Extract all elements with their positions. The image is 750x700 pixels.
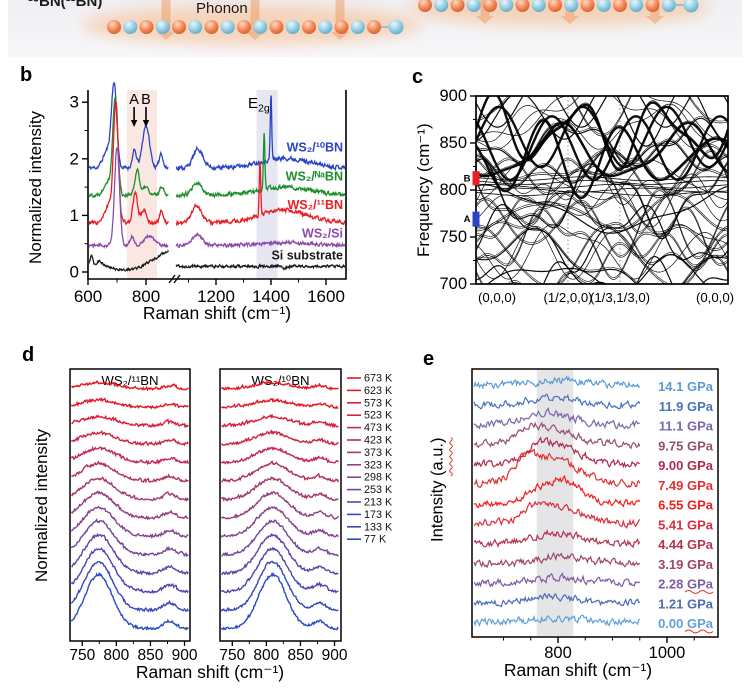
svg-text:1400: 1400 — [252, 287, 290, 306]
panel-b-plot: 0 1 2 3 600 800 1200 1400 1600 WS₂/¹⁰BN WS₂/ᴺᵃBN WS… — [70, 82, 347, 306]
svg-text:298 K: 298 K — [364, 472, 393, 484]
svg-text:750: 750 — [439, 228, 467, 246]
svg-text:B: B — [141, 92, 151, 108]
svg-text:(1/2,0,0): (1/2,0,0) — [543, 290, 592, 305]
svg-text:1600: 1600 — [307, 287, 345, 306]
svg-text:11.1 GPa: 11.1 GPa — [659, 419, 714, 434]
svg-text:77 K: 77 K — [364, 534, 387, 546]
svg-text:6.55 GPa: 6.55 GPa — [658, 498, 714, 513]
svg-text:800: 800 — [103, 647, 129, 664]
svg-text:(0,0,0): (0,0,0) — [696, 290, 734, 305]
svg-text:1200: 1200 — [197, 287, 235, 306]
svg-text:WS₂/¹¹BN: WS₂/¹¹BN — [287, 198, 343, 212]
svg-text:1000: 1000 — [649, 644, 686, 662]
svg-text:WS₂/¹¹BN: WS₂/¹¹BN — [101, 373, 158, 388]
svg-text:373 K: 373 K — [364, 447, 393, 459]
svg-text:7.49 GPa: 7.49 GPa — [658, 478, 714, 493]
svg-text:WS₂/Si: WS₂/Si — [302, 227, 343, 241]
svg-text:(1/3,1/3,0): (1/3,1/3,0) — [590, 290, 650, 305]
svg-text:173 K: 173 K — [364, 509, 393, 521]
svg-text:3.19 GPa: 3.19 GPa — [658, 557, 714, 572]
svg-text:Si substrate: Si substrate — [271, 249, 343, 263]
svg-text:473 K: 473 K — [364, 422, 393, 434]
e-x-axis-label: Raman shift (cm⁻¹) — [503, 660, 653, 680]
svg-text:WS₂/¹⁰BN: WS₂/¹⁰BN — [251, 373, 309, 388]
svg-text:9.75 GPa: 9.75 GPa — [658, 438, 714, 453]
svg-text:1: 1 — [70, 206, 79, 225]
svg-text:A: A — [464, 214, 471, 225]
svg-text:5.41 GPa: 5.41 GPa — [658, 517, 714, 532]
svg-text:900: 900 — [439, 87, 467, 105]
svg-text:E2g: E2g — [248, 95, 270, 115]
svg-text:700: 700 — [439, 275, 467, 293]
svg-text:800: 800 — [544, 644, 572, 662]
svg-text:A: A — [129, 92, 139, 108]
svg-text:133 K: 133 K — [364, 521, 393, 533]
svg-text:323 K: 323 K — [364, 459, 393, 471]
svg-text:WS₂/ᴺᵃBN: WS₂/ᴺᵃBN — [286, 169, 343, 183]
d-x-axis-label: Raman shift (cm⁻¹) — [135, 662, 285, 682]
panel-a-schematic — [8, 0, 742, 57]
svg-text:1.21 GPa: 1.21 GPa — [658, 596, 714, 611]
panel-letter-d: d — [22, 344, 35, 366]
svg-text:14.1 GPa: 14.1 GPa — [658, 379, 714, 394]
svg-text:600: 600 — [74, 287, 102, 306]
svg-text:800: 800 — [439, 181, 467, 199]
svg-text:900: 900 — [322, 647, 348, 664]
svg-text:9.00 GPa: 9.00 GPa — [658, 458, 714, 473]
phonon-label: Phonon — [196, 0, 248, 17]
svg-text:213 K: 213 K — [364, 497, 393, 509]
svg-text:423 K: 423 K — [364, 435, 393, 447]
svg-text:(0,0,0): (0,0,0) — [478, 290, 516, 305]
svg-text:253 K: 253 K — [364, 484, 393, 496]
panel-c-plot: 700 750 800 850 900 (0,0,0) (1/2,0,0)(1/3,1/3,… — [439, 87, 734, 305]
b-x-axis-label: Raman shift (cm⁻¹) — [142, 303, 292, 323]
svg-text:0: 0 — [70, 263, 79, 282]
svg-text:2.28 GPa: 2.28 GPa — [658, 577, 714, 592]
svg-text:2: 2 — [70, 149, 79, 168]
panel-d-plot: 750 800 850 900 WS₂/¹¹BN 750 800 850 900 WS₂/¹⁰BN… — [69, 368, 393, 664]
svg-text:WS₂/¹⁰BN: WS₂/¹⁰BN — [287, 140, 343, 154]
panel-letter-b: b — [20, 64, 33, 86]
svg-text:800: 800 — [132, 287, 160, 306]
svg-text:B: B — [464, 173, 471, 184]
svg-text:750: 750 — [219, 647, 245, 664]
svg-text:4.44 GPa: 4.44 GPa — [658, 537, 714, 552]
svg-text:573 K: 573 K — [364, 397, 393, 409]
svg-text:523 K: 523 K — [364, 410, 393, 422]
svg-text:850: 850 — [439, 134, 467, 152]
svg-text:3: 3 — [70, 93, 79, 112]
svg-text:750: 750 — [69, 647, 95, 664]
panel-e-plot: 800 1000 14.1 GPa 11.9 GPa 11.1 GPa 9.75 GPa 9… — [471, 368, 719, 662]
svg-text:11.9 GPa: 11.9 GPa — [659, 399, 714, 414]
svg-text:800: 800 — [253, 647, 279, 664]
svg-text:900: 900 — [172, 647, 198, 664]
svg-text:623 K: 623 K — [364, 385, 393, 397]
svg-text:850: 850 — [288, 647, 314, 664]
panel-letter-c: c — [412, 66, 424, 88]
svg-text:673 K: 673 K — [364, 373, 393, 385]
panel-letter-e: e — [423, 348, 435, 370]
isotope-label: ¹⁰BN(¹¹BN) — [28, 0, 103, 10]
svg-text:850: 850 — [138, 647, 164, 664]
svg-text:0.00 GPa: 0.00 GPa — [658, 616, 714, 631]
